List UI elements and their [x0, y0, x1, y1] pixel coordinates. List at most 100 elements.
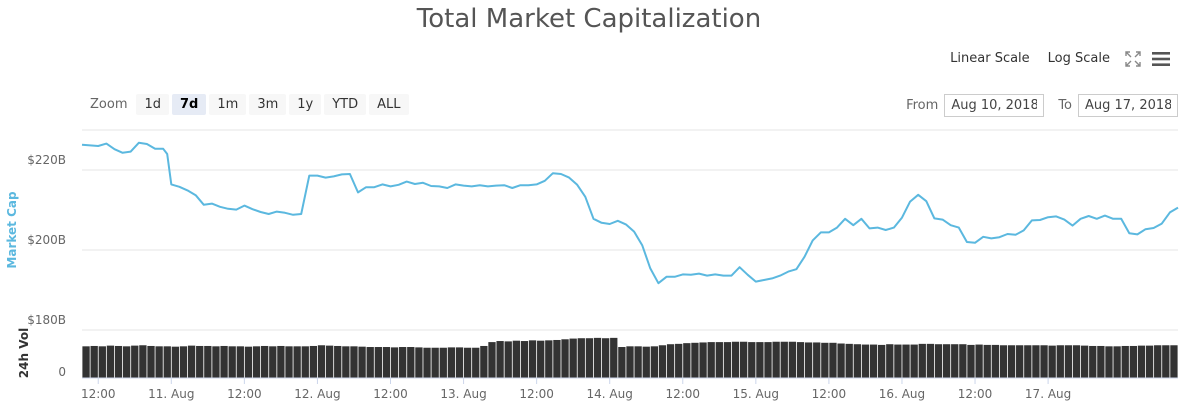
- zoom-7d-button[interactable]: 7d: [172, 94, 207, 115]
- volume-bar: [447, 347, 456, 378]
- volume-bar: [601, 338, 610, 378]
- volume-bar: [82, 346, 90, 378]
- volume-bar: [707, 342, 715, 378]
- volume-bar: [691, 342, 699, 378]
- volume-bar: [902, 344, 910, 378]
- volume-bar: [650, 346, 659, 378]
- volume-bar: [236, 346, 244, 378]
- volume-bar: [813, 342, 821, 378]
- from-date-input[interactable]: [944, 94, 1045, 117]
- volume-bar: [796, 342, 805, 378]
- volume-bar: [942, 344, 951, 378]
- volume-bar: [325, 345, 334, 378]
- volume-bar: [780, 341, 788, 378]
- volume-bar: [1016, 345, 1024, 378]
- volume-bar: [845, 343, 853, 378]
- volume-bar: [1145, 345, 1154, 378]
- x-tick-label: 12:00: [227, 387, 262, 401]
- zoom-1d-button[interactable]: 1d: [136, 94, 170, 115]
- volume-bar: [423, 347, 431, 378]
- scale-toggle-group: Linear Scale Log Scale: [944, 44, 1172, 73]
- volume-bar: [772, 341, 780, 378]
- volume-bar: [1040, 345, 1048, 378]
- zoom-1y-button[interactable]: 1y: [289, 94, 322, 115]
- y-tick-label: $200B: [27, 233, 66, 247]
- volume-bar: [999, 345, 1008, 378]
- from-label: From: [906, 98, 939, 113]
- volume-bar: [1154, 345, 1162, 378]
- volume-bar: [1080, 345, 1089, 378]
- volume-bar: [431, 347, 439, 378]
- linear-scale-button[interactable]: Linear Scale: [950, 51, 1030, 66]
- volume-bar: [358, 346, 366, 378]
- volume-bar: [520, 341, 529, 378]
- volume-bar: [675, 343, 683, 378]
- volume-bar: [699, 342, 707, 378]
- volume-bar: [569, 338, 577, 378]
- volume-bar: [407, 347, 415, 378]
- volume-bar: [1170, 345, 1178, 378]
- x-tick-label: 11. Aug: [148, 387, 194, 401]
- to-date-input[interactable]: [1078, 94, 1178, 117]
- x-tick-label: 12:00: [373, 387, 408, 401]
- volume-bar: [155, 346, 163, 378]
- volume-bar: [390, 347, 399, 378]
- volume-y-tick-label: 0: [58, 365, 66, 379]
- zoom-1m-button[interactable]: 1m: [209, 94, 247, 115]
- volume-bar: [869, 344, 878, 378]
- volume-bar: [399, 347, 407, 378]
- volume-bar: [122, 346, 131, 378]
- volume-bar: [585, 338, 594, 378]
- volume-bar: [545, 340, 553, 378]
- volume-bar: [512, 340, 520, 378]
- volume-bar: [610, 337, 618, 378]
- volume-bar: [553, 339, 561, 378]
- hamburger-menu-icon[interactable]: [1150, 48, 1172, 70]
- volume-bar: [731, 341, 740, 378]
- x-tick-label: 12:00: [519, 387, 554, 401]
- volume-bar: [415, 347, 423, 378]
- volume-bar: [618, 347, 626, 378]
- y-tick-label: $220B: [27, 153, 66, 167]
- x-tick-label: 12:00: [812, 387, 847, 401]
- volume-bar: [374, 347, 382, 378]
- volume-bar: [853, 344, 861, 378]
- zoom-3m-button[interactable]: 3m: [249, 94, 287, 115]
- y-tick-label: $180B: [27, 313, 66, 327]
- volume-bar: [626, 346, 634, 378]
- volume-bar: [666, 344, 675, 378]
- volume-bar: [334, 345, 342, 378]
- volume-bar: [1113, 346, 1121, 378]
- volume-bar: [90, 345, 98, 378]
- zoom-all-button[interactable]: ALL: [369, 94, 409, 115]
- volume-bar: [1032, 345, 1040, 378]
- volume-bar: [131, 345, 139, 378]
- fullscreen-icon[interactable]: [1122, 48, 1144, 70]
- x-axis-ticks: 12:00 11. Aug 12:00 12. Aug 12:00 13. Aug 12:0…: [81, 378, 1071, 401]
- volume-bar: [528, 340, 537, 378]
- volume-bar: [252, 346, 261, 378]
- volume-bar: [918, 343, 926, 378]
- volume-bar: [1137, 345, 1146, 378]
- volume-bar: [764, 342, 772, 378]
- volume-bar: [220, 345, 228, 378]
- volume-bar: [1056, 345, 1064, 378]
- volume-bar: [886, 344, 894, 378]
- volume-bar: [658, 345, 667, 378]
- price-line: [81, 141, 1179, 285]
- volume-bar: [382, 347, 391, 378]
- volume-bar: [114, 345, 123, 378]
- volume-bar: [804, 342, 813, 378]
- volume-bar: [98, 346, 106, 378]
- volume-bar: [285, 346, 293, 378]
- volume-bar: [821, 342, 829, 378]
- volume-bar: [723, 342, 732, 378]
- volume-bar: [106, 345, 115, 378]
- zoom-ytd-button[interactable]: YTD: [324, 94, 367, 115]
- log-scale-button[interactable]: Log Scale: [1047, 51, 1110, 66]
- volume-bar: [504, 341, 512, 378]
- volume-bar: [1064, 345, 1073, 378]
- volume-bar: [577, 338, 585, 378]
- chart-title: Total Market Capitalization: [416, 4, 762, 34]
